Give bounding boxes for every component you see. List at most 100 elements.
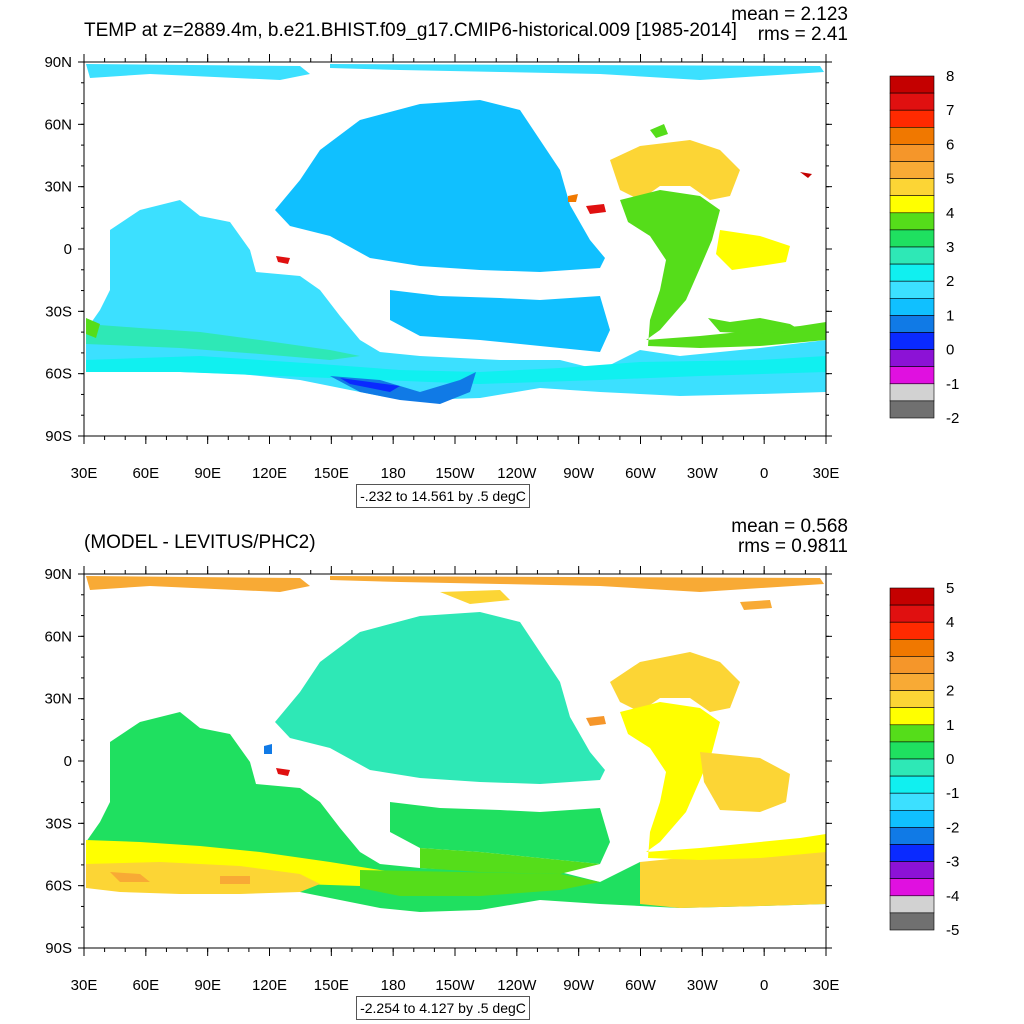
top-axes: 90N 60N 30N 0 30S 60S 90S 30E 60E 90E 120E 150E 180 1… <box>44 54 839 482</box>
colorbar-label: 6 <box>946 136 954 153</box>
lon-label: 120E <box>252 977 287 994</box>
colorbar-label: -1 <box>946 785 959 802</box>
lat-label: 30S <box>45 303 72 320</box>
colorbar-swatch <box>889 246 935 265</box>
colorbar-label: 8 <box>946 68 954 85</box>
lon-label: 30E <box>71 465 98 482</box>
lon-label: 30E <box>71 977 98 994</box>
top-mean: mean = 2.123 <box>731 4 848 25</box>
colorbar-label: 5 <box>946 580 954 597</box>
lat-label: 90S <box>45 428 72 445</box>
lon-label: 90E <box>194 977 221 994</box>
colorbar-swatch <box>889 707 935 726</box>
lon-label: 150E <box>314 977 349 994</box>
bottom-colorbar: 5 4 3 2 1 0 -1 -2 -3 -4 -5 <box>889 580 959 939</box>
ocean-fill <box>86 576 826 912</box>
top-rms: rms = 2.41 <box>757 24 848 45</box>
colorbar-swatch <box>889 161 935 179</box>
colorbar-swatch <box>889 383 935 402</box>
colorbar-label: 0 <box>946 342 954 359</box>
lon-label: 0 <box>760 977 768 994</box>
colorbar-swatch <box>889 400 935 419</box>
colorbar-swatch <box>889 297 935 316</box>
lat-label: 90S <box>45 940 72 957</box>
colorbar-label: 5 <box>946 171 954 188</box>
colorbar-label: 2 <box>946 683 954 700</box>
colorbar-swatch <box>889 724 935 743</box>
colorbar-swatch <box>889 895 935 914</box>
colorbar-swatch <box>889 621 935 640</box>
bottom-map-panel: 90N 60N 30N 0 30S 60S 90S 30E 60E 90E 120E 150E 180 1… <box>0 512 1024 1024</box>
colorbar-swatch <box>889 912 935 931</box>
colorbar-swatch <box>889 690 935 709</box>
lon-label: 30E <box>813 977 840 994</box>
lat-label: 90N <box>44 566 72 583</box>
lon-label: 180 <box>381 977 406 994</box>
colorbar-swatch <box>889 349 935 368</box>
lat-label: 60S <box>45 366 72 383</box>
lon-label: 90W <box>563 465 595 482</box>
lat-label: 30S <box>45 815 72 832</box>
colorbar-label: 2 <box>946 273 954 290</box>
colorbar-swatch <box>889 587 935 606</box>
colorbar-swatch <box>889 861 935 880</box>
lon-label: 90E <box>194 465 221 482</box>
colorbar-swatch <box>889 109 935 128</box>
lon-label: 60E <box>132 977 159 994</box>
colorbar-label: 4 <box>946 205 954 222</box>
lon-label: 60E <box>132 465 159 482</box>
top-map-panel: 90N 60N 30N 0 30S 60S 90S 30E 60E 90E 120E 150E 180 1… <box>44 4 959 508</box>
colorbar-swatch <box>889 92 935 111</box>
top-title: TEMP at z=2889.4m, b.e21.BHIST.f09_g17.C… <box>84 20 737 41</box>
colorbar-swatch <box>889 332 935 350</box>
colorbar-swatch <box>889 127 935 145</box>
top-colorbar: 8 7 6 5 4 3 2 1 0 -1 -2 <box>889 68 959 427</box>
colorbar-label: 7 <box>946 102 954 119</box>
lon-label: 60W <box>625 465 657 482</box>
colorbar-swatch <box>889 639 935 657</box>
colorbar-swatch <box>889 144 935 162</box>
colorbar-swatch <box>889 195 935 214</box>
colorbar-swatch <box>889 673 935 691</box>
colorbar-label: 1 <box>946 717 954 734</box>
lat-label: 60N <box>44 628 72 645</box>
lon-label: 30E <box>813 465 840 482</box>
colorbar-label: 3 <box>946 648 954 665</box>
bottom-rms: rms = 0.9811 <box>737 536 848 557</box>
lon-label: 90W <box>563 977 595 994</box>
bottom-contour-info: -2.254 to 4.127 by .5 degC <box>356 996 530 1020</box>
colorbar-label: -4 <box>946 888 959 905</box>
lon-label: 0 <box>760 465 768 482</box>
colorbar-label: -3 <box>946 854 959 871</box>
colorbar-swatch <box>889 229 935 248</box>
lat-label: 30N <box>44 179 72 196</box>
colorbar-label: 4 <box>946 614 954 631</box>
colorbar-swatch <box>889 809 935 828</box>
bottom-map-svg: 90N 60N 30N 0 30S 60S 90S 30E 60E 90E 120E 150E 180 1… <box>44 566 959 994</box>
colorbar-label: 1 <box>946 307 954 324</box>
lat-label: 0 <box>64 753 72 770</box>
colorbar-swatch <box>889 280 935 299</box>
lon-label: 120W <box>497 977 537 994</box>
colorbar-swatch <box>889 792 935 811</box>
colorbar-label: 3 <box>946 239 954 256</box>
lon-label: 30W <box>687 465 719 482</box>
lat-label: 0 <box>64 241 72 258</box>
colorbar-swatch <box>889 315 935 333</box>
lon-label: 60W <box>625 977 657 994</box>
colorbar-swatch <box>889 212 935 231</box>
lat-label: 30N <box>44 691 72 708</box>
lon-label: 120W <box>497 465 537 482</box>
colorbar-swatch <box>889 178 935 197</box>
lon-label: 180 <box>381 465 406 482</box>
lat-label: 60S <box>45 878 72 895</box>
ocean-fill <box>86 64 826 404</box>
bottom-axes: 90N 60N 30N 0 30S 60S 90S 30E 60E 90E 120E 150E 180 1… <box>44 566 839 994</box>
colorbar-label: -5 <box>946 922 959 939</box>
colorbar-swatch <box>889 775 935 794</box>
bottom-mean: mean = 0.568 <box>731 516 848 537</box>
colorbar-label: 0 <box>946 751 954 768</box>
colorbar-swatch <box>889 741 935 760</box>
lon-label: 120E <box>252 465 287 482</box>
